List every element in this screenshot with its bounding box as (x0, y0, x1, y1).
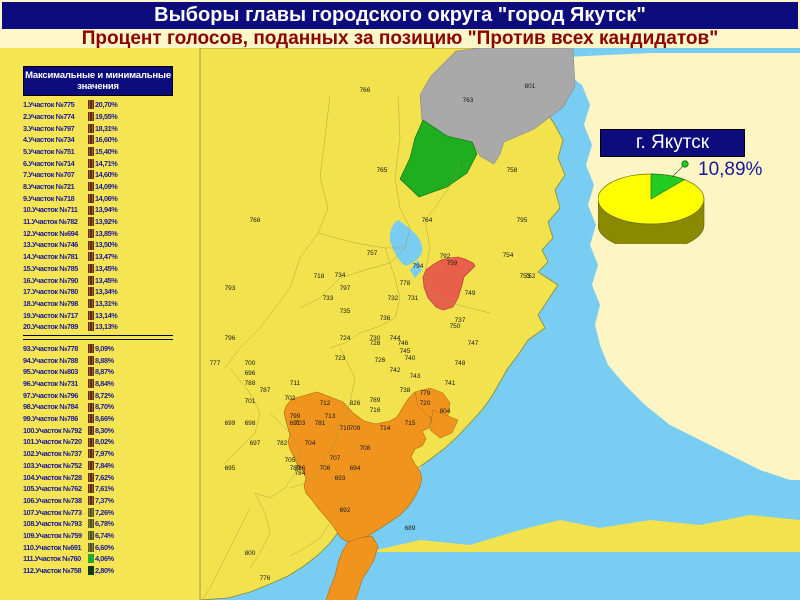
svg-text:781: 781 (315, 420, 326, 427)
svg-text:779: 779 (420, 390, 431, 397)
svg-text:718: 718 (314, 273, 325, 280)
svg-text:733: 733 (323, 295, 334, 302)
svg-text:715: 715 (405, 420, 416, 427)
svg-text:743: 743 (410, 373, 421, 380)
svg-text:800: 800 (245, 550, 256, 557)
svg-text:709: 709 (350, 425, 361, 432)
svg-text:826: 826 (350, 400, 361, 407)
svg-text:740: 740 (405, 355, 416, 362)
svg-text:723: 723 (335, 355, 346, 362)
svg-text:792: 792 (440, 253, 451, 260)
svg-text:706: 706 (320, 465, 331, 472)
svg-text:742: 742 (390, 367, 401, 374)
svg-text:720: 720 (420, 400, 431, 407)
svg-text:752: 752 (525, 273, 536, 280)
svg-text:704: 704 (305, 440, 316, 447)
svg-text:766: 766 (360, 87, 371, 94)
svg-text:804: 804 (440, 408, 451, 415)
svg-text:750: 750 (450, 323, 461, 330)
svg-text:758: 758 (507, 167, 518, 174)
svg-text:763: 763 (463, 97, 474, 104)
svg-text:698: 698 (245, 420, 256, 427)
svg-text:778: 778 (400, 280, 411, 287)
svg-text:689: 689 (405, 525, 416, 532)
svg-text:749: 749 (465, 290, 476, 297)
svg-text:738: 738 (400, 387, 411, 394)
svg-text:726: 726 (375, 357, 386, 364)
svg-text:712: 712 (320, 400, 331, 407)
svg-text:789: 789 (370, 397, 381, 404)
svg-text:754: 754 (503, 252, 514, 259)
svg-text:748: 748 (455, 360, 466, 367)
svg-text:699: 699 (225, 420, 236, 427)
svg-text:796: 796 (225, 335, 236, 342)
svg-text:697: 697 (250, 440, 261, 447)
svg-text:700: 700 (245, 360, 256, 367)
svg-text:797: 797 (340, 285, 351, 292)
svg-text:801: 801 (525, 83, 536, 90)
svg-text:746: 746 (398, 340, 409, 347)
svg-text:741: 741 (445, 380, 456, 387)
svg-text:776: 776 (260, 575, 271, 582)
svg-text:705: 705 (285, 457, 296, 464)
svg-text:728: 728 (370, 340, 381, 347)
svg-text:711: 711 (290, 380, 301, 387)
svg-text:734: 734 (335, 272, 346, 279)
svg-text:787: 787 (260, 387, 271, 394)
svg-text:713: 713 (325, 413, 336, 420)
svg-text:707: 707 (330, 455, 341, 462)
svg-text:696: 696 (245, 370, 256, 377)
svg-text:786: 786 (295, 465, 306, 472)
svg-text:692: 692 (340, 507, 351, 514)
svg-text:745: 745 (400, 348, 411, 355)
svg-text:736: 736 (380, 315, 391, 322)
svg-text:788: 788 (245, 380, 256, 387)
svg-text:701: 701 (245, 398, 256, 405)
svg-text:735: 735 (340, 308, 351, 315)
svg-text:708: 708 (360, 445, 371, 452)
svg-text:794: 794 (413, 263, 424, 270)
svg-text:765: 765 (377, 167, 388, 174)
svg-text:693: 693 (335, 475, 346, 482)
svg-text:716: 716 (370, 407, 381, 414)
svg-text:714: 714 (380, 425, 391, 432)
svg-text:768: 768 (250, 217, 261, 224)
svg-text:724: 724 (340, 335, 351, 342)
svg-text:793: 793 (225, 285, 236, 292)
svg-text:695: 695 (225, 465, 236, 472)
svg-text:691: 691 (290, 420, 301, 427)
svg-text:782: 782 (277, 440, 288, 447)
svg-text:799: 799 (290, 413, 301, 420)
svg-text:795: 795 (517, 217, 528, 224)
svg-text:731: 731 (408, 295, 419, 302)
svg-text:757: 757 (367, 250, 378, 257)
svg-text:747: 747 (468, 340, 479, 347)
svg-text:732: 732 (388, 295, 399, 302)
svg-text:702: 702 (285, 395, 296, 402)
svg-text:777: 777 (210, 360, 221, 367)
svg-text:694: 694 (350, 465, 361, 472)
svg-text:764: 764 (422, 217, 433, 224)
svg-text:759: 759 (447, 260, 458, 267)
